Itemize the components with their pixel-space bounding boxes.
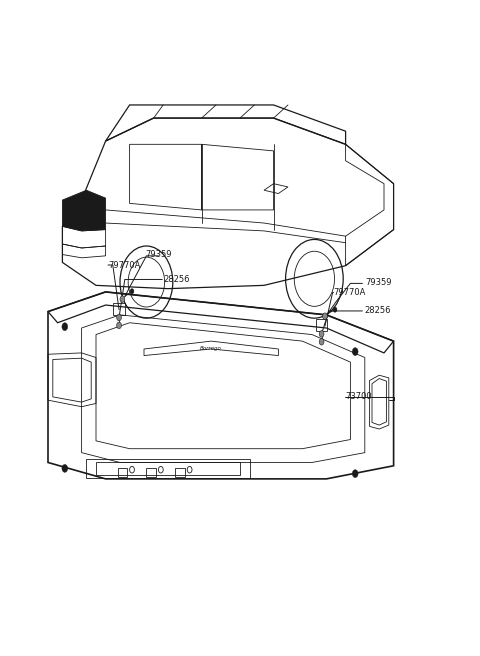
Circle shape bbox=[319, 331, 324, 337]
Circle shape bbox=[352, 470, 358, 478]
Circle shape bbox=[352, 348, 358, 356]
Text: 28256: 28256 bbox=[163, 275, 190, 284]
Bar bbox=[118, 468, 127, 477]
Circle shape bbox=[323, 313, 327, 319]
Circle shape bbox=[62, 323, 68, 331]
Text: 79359: 79359 bbox=[145, 250, 172, 259]
Circle shape bbox=[117, 322, 121, 329]
Text: 79359: 79359 bbox=[365, 277, 391, 287]
Circle shape bbox=[117, 314, 121, 321]
Text: 73700: 73700 bbox=[346, 392, 372, 401]
Circle shape bbox=[333, 307, 337, 312]
Circle shape bbox=[319, 338, 324, 345]
Polygon shape bbox=[62, 190, 106, 231]
Text: 79770A: 79770A bbox=[108, 260, 140, 270]
Circle shape bbox=[120, 296, 125, 302]
Bar bbox=[146, 468, 156, 477]
Circle shape bbox=[130, 289, 134, 294]
Text: 79770A: 79770A bbox=[334, 288, 366, 297]
Bar bbox=[175, 468, 185, 477]
Circle shape bbox=[62, 464, 68, 472]
Text: 28256: 28256 bbox=[365, 306, 391, 316]
Text: Borrego: Borrego bbox=[200, 346, 222, 351]
